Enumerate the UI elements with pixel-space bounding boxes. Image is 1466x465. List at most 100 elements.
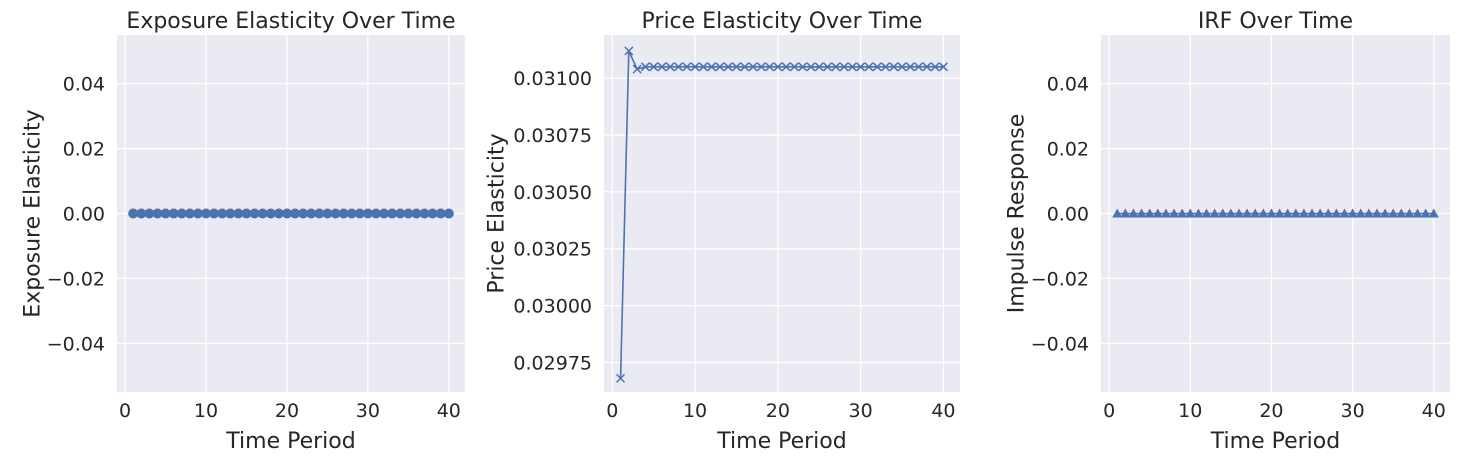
data-point — [1258, 208, 1269, 218]
data-point — [624, 46, 634, 56]
y-tick-label: 0.02975 — [513, 352, 592, 374]
data-point — [1388, 208, 1399, 218]
data-point — [673, 62, 684, 72]
data-point — [1120, 208, 1131, 218]
data-point — [217, 208, 228, 219]
data-point — [823, 62, 833, 72]
data-point — [814, 62, 824, 72]
data-point — [682, 62, 692, 72]
data-point — [290, 208, 301, 219]
data-point — [806, 62, 816, 72]
data-point — [707, 62, 717, 72]
data-point — [649, 62, 659, 72]
data-point — [419, 208, 430, 219]
data-point — [395, 208, 406, 219]
data-point — [789, 62, 799, 72]
y-tick-label: 0.00 — [1047, 204, 1089, 226]
x-axis-label: Time Period — [1210, 429, 1340, 454]
plot-area — [604, 35, 960, 392]
data-point — [922, 62, 932, 72]
data-point — [184, 208, 195, 219]
y-axis-label: Impulse Response — [1005, 114, 1030, 314]
data-point — [773, 62, 783, 72]
data-point — [1233, 208, 1244, 218]
data-point — [765, 62, 775, 72]
data-point — [1209, 208, 1220, 218]
data-point — [1371, 208, 1382, 218]
x-tick-label: 20 — [275, 400, 299, 422]
data-point — [1380, 208, 1391, 218]
data-point — [1282, 208, 1293, 218]
data-point — [938, 62, 948, 72]
x-tick-label: 30 — [356, 400, 380, 422]
x-tick-label: 40 — [1422, 400, 1446, 422]
x-axis-label: Time Period — [716, 429, 846, 454]
x-tick-label: 0 — [1103, 400, 1115, 422]
data-point — [265, 208, 276, 219]
y-axis-label: Price Elasticity — [485, 133, 510, 293]
data-point — [1347, 208, 1358, 218]
data-point — [241, 208, 252, 219]
x-axis-label: Time Period — [225, 429, 355, 454]
x-tick-label: 30 — [849, 400, 873, 422]
x-tick-label: 40 — [931, 400, 955, 422]
data-point — [1144, 208, 1155, 218]
data-point — [756, 62, 766, 72]
data-point — [798, 62, 808, 72]
data-point — [403, 208, 414, 219]
x-tick-label: 0 — [119, 400, 131, 422]
data-point — [897, 62, 907, 72]
data-point — [225, 208, 236, 219]
y-tick-label: −0.04 — [1031, 333, 1089, 355]
y-tick-label: −0.02 — [1031, 268, 1089, 290]
data-point — [1201, 208, 1212, 218]
x-tick-label: 20 — [766, 400, 790, 422]
data-point — [748, 62, 758, 72]
data-point — [831, 62, 841, 72]
y-tick-label: −0.04 — [47, 333, 105, 355]
y-axis-label: Exposure Elasticity — [21, 109, 46, 317]
data-point — [298, 208, 309, 219]
chart-title: Exposure Elasticity Over Time — [126, 9, 455, 34]
data-point — [233, 208, 244, 219]
price-elasticity-panel: Price Elasticity Over Time Time Period P… — [485, 9, 960, 454]
data-point — [1225, 208, 1236, 218]
data-point — [192, 208, 203, 219]
chart-title: IRF Over Time — [1198, 9, 1353, 34]
data-point — [314, 208, 325, 219]
data-point — [346, 208, 357, 219]
data-point — [665, 62, 675, 72]
x-tick-label: 30 — [1341, 400, 1365, 422]
data-point — [847, 62, 857, 72]
data-point — [330, 208, 341, 219]
data-point — [1404, 208, 1415, 218]
data-point — [880, 62, 891, 72]
data-point — [1136, 208, 1147, 218]
data-point — [176, 208, 187, 219]
data-point — [1315, 208, 1326, 218]
data-point — [640, 62, 650, 72]
data-point — [443, 208, 454, 219]
y-tick-label: −0.02 — [47, 268, 105, 290]
chart-title: Price Elasticity Over Time — [642, 9, 923, 34]
data-point — [715, 62, 725, 72]
data-point — [698, 62, 708, 72]
y-tick-label: 0.03100 — [513, 68, 592, 90]
data-point — [1339, 208, 1350, 218]
data-point — [354, 208, 365, 219]
data-point — [1152, 208, 1163, 218]
y-tick-label: 0.03000 — [513, 296, 592, 318]
data-point — [1274, 208, 1285, 218]
data-point — [690, 62, 700, 72]
data-point — [209, 208, 220, 219]
data-point — [1298, 208, 1309, 218]
data-point — [930, 62, 940, 72]
data-point — [128, 208, 139, 219]
y-tick-label: 0.00 — [63, 204, 105, 226]
y-tick-label: 0.03025 — [513, 239, 592, 261]
y-tick-label: 0.03050 — [513, 182, 592, 204]
data-point — [864, 62, 874, 72]
irf-panel: IRF Over Time Time Period Impulse Respon… — [1005, 9, 1450, 454]
data-point — [1128, 208, 1139, 218]
